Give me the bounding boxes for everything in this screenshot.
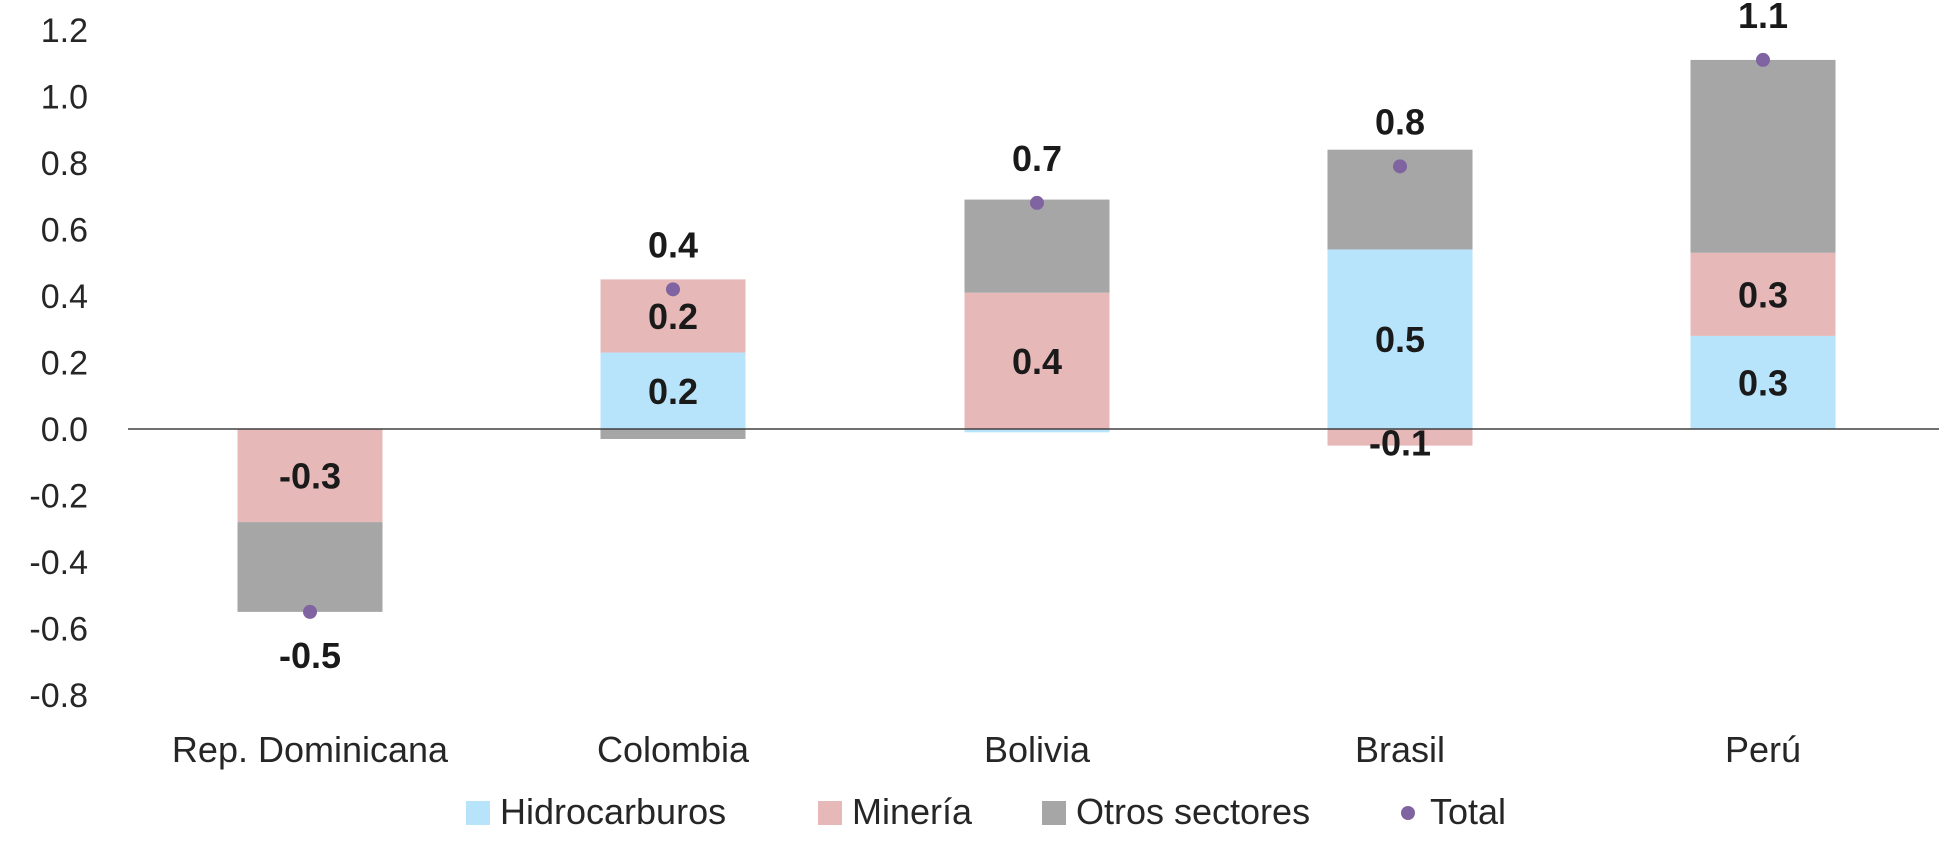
x-category-label: Rep. Dominicana: [172, 729, 449, 770]
total-label: 0.4: [648, 224, 698, 265]
bar-segment-otros-sectores: [1690, 59, 1836, 253]
bar-segment-hidrocarburos: [1690, 335, 1836, 429]
legend-marker: [1401, 806, 1415, 820]
legend-swatch: [1042, 801, 1066, 825]
legend-swatch: [818, 801, 842, 825]
total-markers: -0.5 0.4 0.7 0.8 1.1: [279, 0, 1788, 676]
bar-segment-otros-sectores: [237, 522, 383, 612]
data-label: 0.2: [648, 296, 698, 337]
y-tick-label: 1.0: [41, 79, 88, 117]
legend-label: Hidrocarburos: [500, 791, 726, 832]
data-label: -0.3: [279, 456, 341, 497]
total-point: [1393, 159, 1407, 174]
total-point: [666, 282, 680, 297]
y-axis: 1.2 1.0 0.8 0.6 0.4 0.2 0.0 -0.2 -0.4 -0.6 -0.8: [29, 12, 88, 715]
y-tick-label: 0.4: [41, 278, 88, 316]
data-label: 0.2: [648, 371, 698, 412]
total-label: 0.8: [1375, 101, 1425, 142]
x-category-label: Bolivia: [984, 729, 1091, 770]
bar-segment-hidrocarburos: [1327, 249, 1473, 429]
bar-segment-minería: [1327, 429, 1473, 446]
data-label: -0.1: [1369, 423, 1431, 464]
x-category-label: Perú: [1725, 729, 1801, 770]
legend-label: Otros sectores: [1076, 791, 1310, 832]
segment-labels: -0.3 0.2 0.2 0.4 0.5 -0.1 0.3 0.3: [279, 274, 1788, 496]
bar-segment-otros-sectores: [600, 429, 746, 439]
data-label: 0.4: [1012, 341, 1062, 382]
legend: Hidrocarburos Minería Otros sectores Total: [466, 791, 1506, 832]
y-tick-label: 0.6: [41, 212, 88, 250]
data-label: 0.3: [1738, 274, 1788, 315]
x-category-label: Brasil: [1355, 729, 1445, 770]
bar-segment-hidrocarburos: [964, 429, 1110, 433]
x-category-label: Colombia: [597, 729, 750, 770]
bar-segment-minería: [237, 429, 383, 523]
total-point: [1030, 195, 1044, 210]
total-label: -0.5: [279, 635, 341, 676]
bar-segment-minería: [1690, 252, 1836, 336]
data-label: 0.5: [1375, 319, 1425, 360]
y-tick-label: 0.2: [41, 345, 88, 383]
y-tick-label: 0.8: [41, 145, 88, 183]
total-point: [303, 604, 317, 619]
total-label: 0.7: [1012, 138, 1062, 179]
y-tick-label: 1.2: [41, 12, 88, 50]
bar-segment-hidrocarburos: [600, 352, 746, 429]
x-axis: Rep. Dominicana Colombia Bolivia Brasil Perú: [172, 729, 1801, 770]
total-label: 1.1: [1738, 0, 1788, 36]
total-point: [1756, 52, 1770, 67]
data-label: 0.3: [1738, 362, 1788, 403]
bar-segment-otros-sectores: [964, 199, 1110, 293]
legend-swatch: [466, 801, 490, 825]
legend-label: Total: [1430, 791, 1506, 832]
y-tick-label: 0.0: [41, 411, 88, 449]
y-tick-label: -0.6: [29, 611, 88, 649]
y-tick-label: -0.2: [29, 478, 88, 516]
bar-segment-minería: [964, 292, 1110, 429]
y-tick-label: -0.8: [29, 677, 88, 715]
legend-label: Minería: [852, 791, 973, 832]
y-tick-label: -0.4: [29, 544, 88, 582]
